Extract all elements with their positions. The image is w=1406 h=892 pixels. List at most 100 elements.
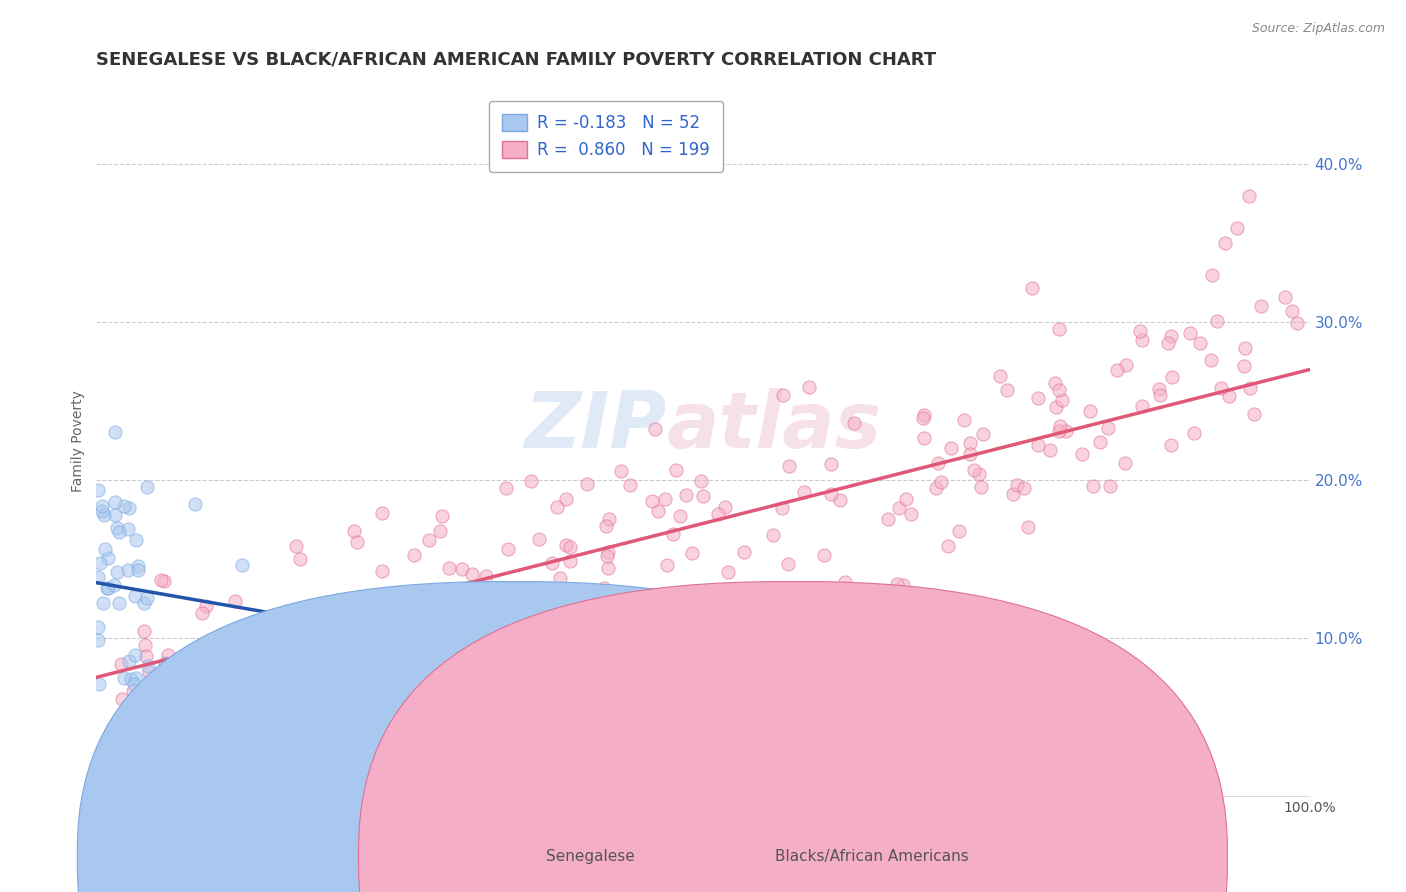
Point bbox=[770, 500, 793, 515]
Point bbox=[1047, 383, 1070, 397]
Point bbox=[89, 677, 111, 691]
Point bbox=[138, 665, 160, 679]
Point bbox=[118, 501, 141, 516]
Point bbox=[793, 485, 815, 500]
Point bbox=[733, 545, 755, 559]
Point bbox=[153, 574, 176, 588]
Point bbox=[292, 632, 315, 646]
Point bbox=[378, 624, 401, 638]
Point bbox=[1026, 391, 1049, 405]
Point bbox=[1026, 438, 1049, 452]
Point bbox=[129, 685, 152, 699]
Point bbox=[125, 533, 148, 547]
Point bbox=[1201, 268, 1223, 282]
Point bbox=[1130, 333, 1153, 347]
Point bbox=[149, 573, 172, 587]
Point bbox=[706, 507, 728, 521]
Point bbox=[304, 622, 326, 636]
Text: Blacks/African Americans: Blacks/African Americans bbox=[775, 849, 969, 863]
Point bbox=[1130, 399, 1153, 413]
Point bbox=[121, 684, 143, 698]
Point bbox=[621, 633, 644, 648]
Point bbox=[153, 657, 176, 671]
Point bbox=[1206, 314, 1229, 328]
Point bbox=[1160, 329, 1182, 343]
Point bbox=[1199, 352, 1222, 367]
Point bbox=[963, 463, 986, 477]
Point bbox=[468, 580, 491, 594]
Point bbox=[307, 633, 329, 648]
Point bbox=[112, 671, 135, 685]
Point bbox=[97, 581, 120, 595]
Point bbox=[762, 528, 785, 542]
Point bbox=[219, 653, 242, 667]
Point bbox=[420, 600, 443, 615]
Point bbox=[1050, 392, 1073, 407]
Point bbox=[1180, 326, 1202, 340]
Point bbox=[1149, 382, 1171, 396]
Point bbox=[498, 541, 520, 556]
Point bbox=[1114, 456, 1136, 470]
Point bbox=[900, 507, 922, 521]
Point bbox=[1226, 220, 1249, 235]
Point bbox=[877, 512, 900, 526]
Point bbox=[86, 632, 108, 647]
Point bbox=[1038, 442, 1060, 457]
Point bbox=[110, 657, 132, 672]
Point bbox=[91, 772, 114, 787]
Point bbox=[675, 488, 697, 502]
Point bbox=[451, 561, 474, 575]
Point bbox=[893, 578, 915, 592]
Legend: R = -0.183   N = 52, R =  0.860   N = 199: R = -0.183 N = 52, R = 0.860 N = 199 bbox=[489, 101, 723, 172]
Point bbox=[772, 388, 794, 402]
Point bbox=[912, 411, 935, 425]
Point bbox=[1021, 281, 1043, 295]
Point bbox=[134, 624, 156, 639]
Point bbox=[409, 649, 432, 664]
Point bbox=[111, 719, 134, 733]
Point bbox=[90, 499, 112, 513]
Point bbox=[104, 508, 127, 523]
Point bbox=[145, 714, 167, 728]
Point bbox=[103, 578, 125, 592]
Point bbox=[1239, 381, 1261, 395]
Point bbox=[692, 489, 714, 503]
Point bbox=[1045, 376, 1067, 391]
Point bbox=[187, 729, 209, 743]
Point bbox=[134, 638, 156, 652]
Point bbox=[938, 539, 960, 553]
Point bbox=[332, 669, 354, 683]
Point bbox=[332, 683, 354, 698]
Point bbox=[1007, 478, 1029, 492]
Point bbox=[91, 772, 114, 787]
Point bbox=[381, 590, 404, 604]
Point bbox=[959, 447, 981, 461]
Point bbox=[834, 574, 856, 589]
Point bbox=[122, 677, 145, 691]
Point bbox=[187, 749, 209, 764]
Point bbox=[457, 583, 479, 598]
Point bbox=[681, 546, 703, 560]
Point bbox=[665, 463, 688, 477]
Point bbox=[595, 518, 617, 533]
Point bbox=[1218, 389, 1240, 403]
Point bbox=[581, 652, 603, 666]
Text: Source: ZipAtlas.com: Source: ZipAtlas.com bbox=[1251, 22, 1385, 36]
Point bbox=[948, 524, 970, 538]
Point bbox=[1149, 388, 1171, 402]
Point bbox=[339, 607, 361, 622]
Point bbox=[479, 725, 502, 739]
Point bbox=[886, 577, 908, 591]
Point bbox=[93, 508, 115, 522]
Point bbox=[132, 596, 155, 610]
Point bbox=[828, 492, 851, 507]
Point bbox=[478, 599, 501, 614]
Point bbox=[91, 596, 114, 610]
Point bbox=[1014, 482, 1036, 496]
Point bbox=[778, 458, 800, 473]
Point bbox=[1078, 404, 1101, 418]
Point bbox=[1211, 381, 1233, 395]
Point bbox=[475, 569, 498, 583]
Point bbox=[104, 495, 127, 509]
Point bbox=[271, 666, 294, 681]
